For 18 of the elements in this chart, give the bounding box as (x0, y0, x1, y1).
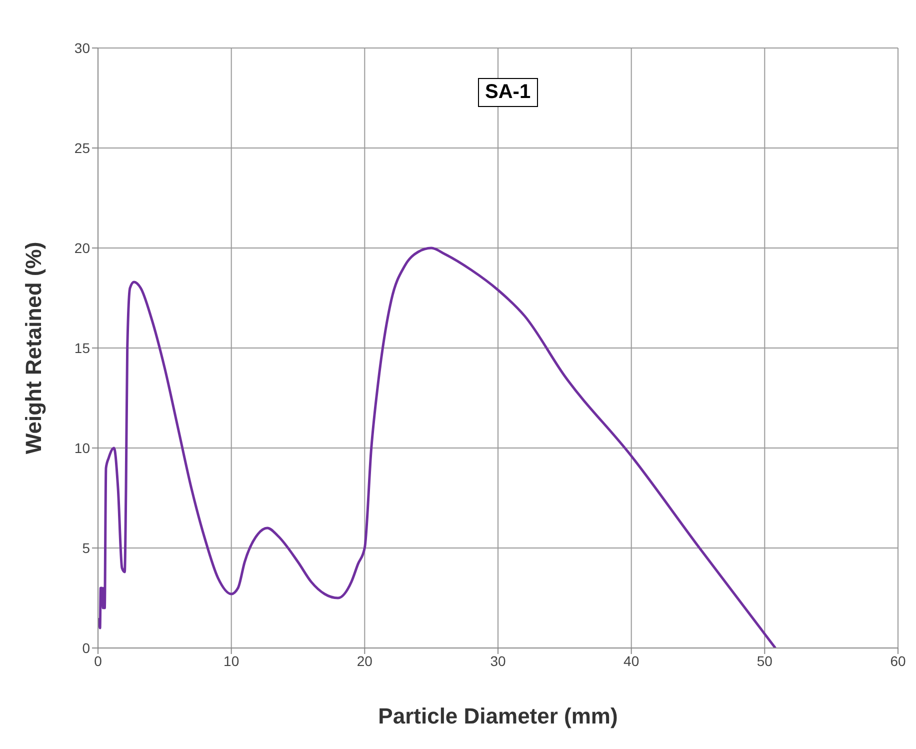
x-tick-label: 50 (756, 652, 773, 669)
y-tick-label: 25 (74, 140, 90, 156)
x-tick-label: 60 (890, 652, 906, 669)
x-tick-label: 10 (224, 652, 240, 669)
y-axis-title: Weight Retained (%) (20, 242, 46, 454)
y-tick-label: 5 (82, 540, 90, 556)
y-tick-label: 10 (74, 440, 90, 456)
x-tick-label: 0 (94, 652, 102, 669)
x-tick-label: 40 (624, 652, 640, 669)
x-tick-label: 20 (356, 652, 373, 669)
annotation: SA-1 (478, 78, 538, 107)
x-axis-title: Particle Diameter (mm) (378, 704, 618, 729)
x-tick-label: 30 (490, 652, 506, 669)
y-tick-label: 0 (82, 640, 90, 656)
y-tick-label: 20 (74, 240, 90, 256)
line-series (98, 246, 777, 648)
y-tick-label: 15 (74, 340, 90, 356)
y-tick-label: 30 (74, 40, 90, 56)
